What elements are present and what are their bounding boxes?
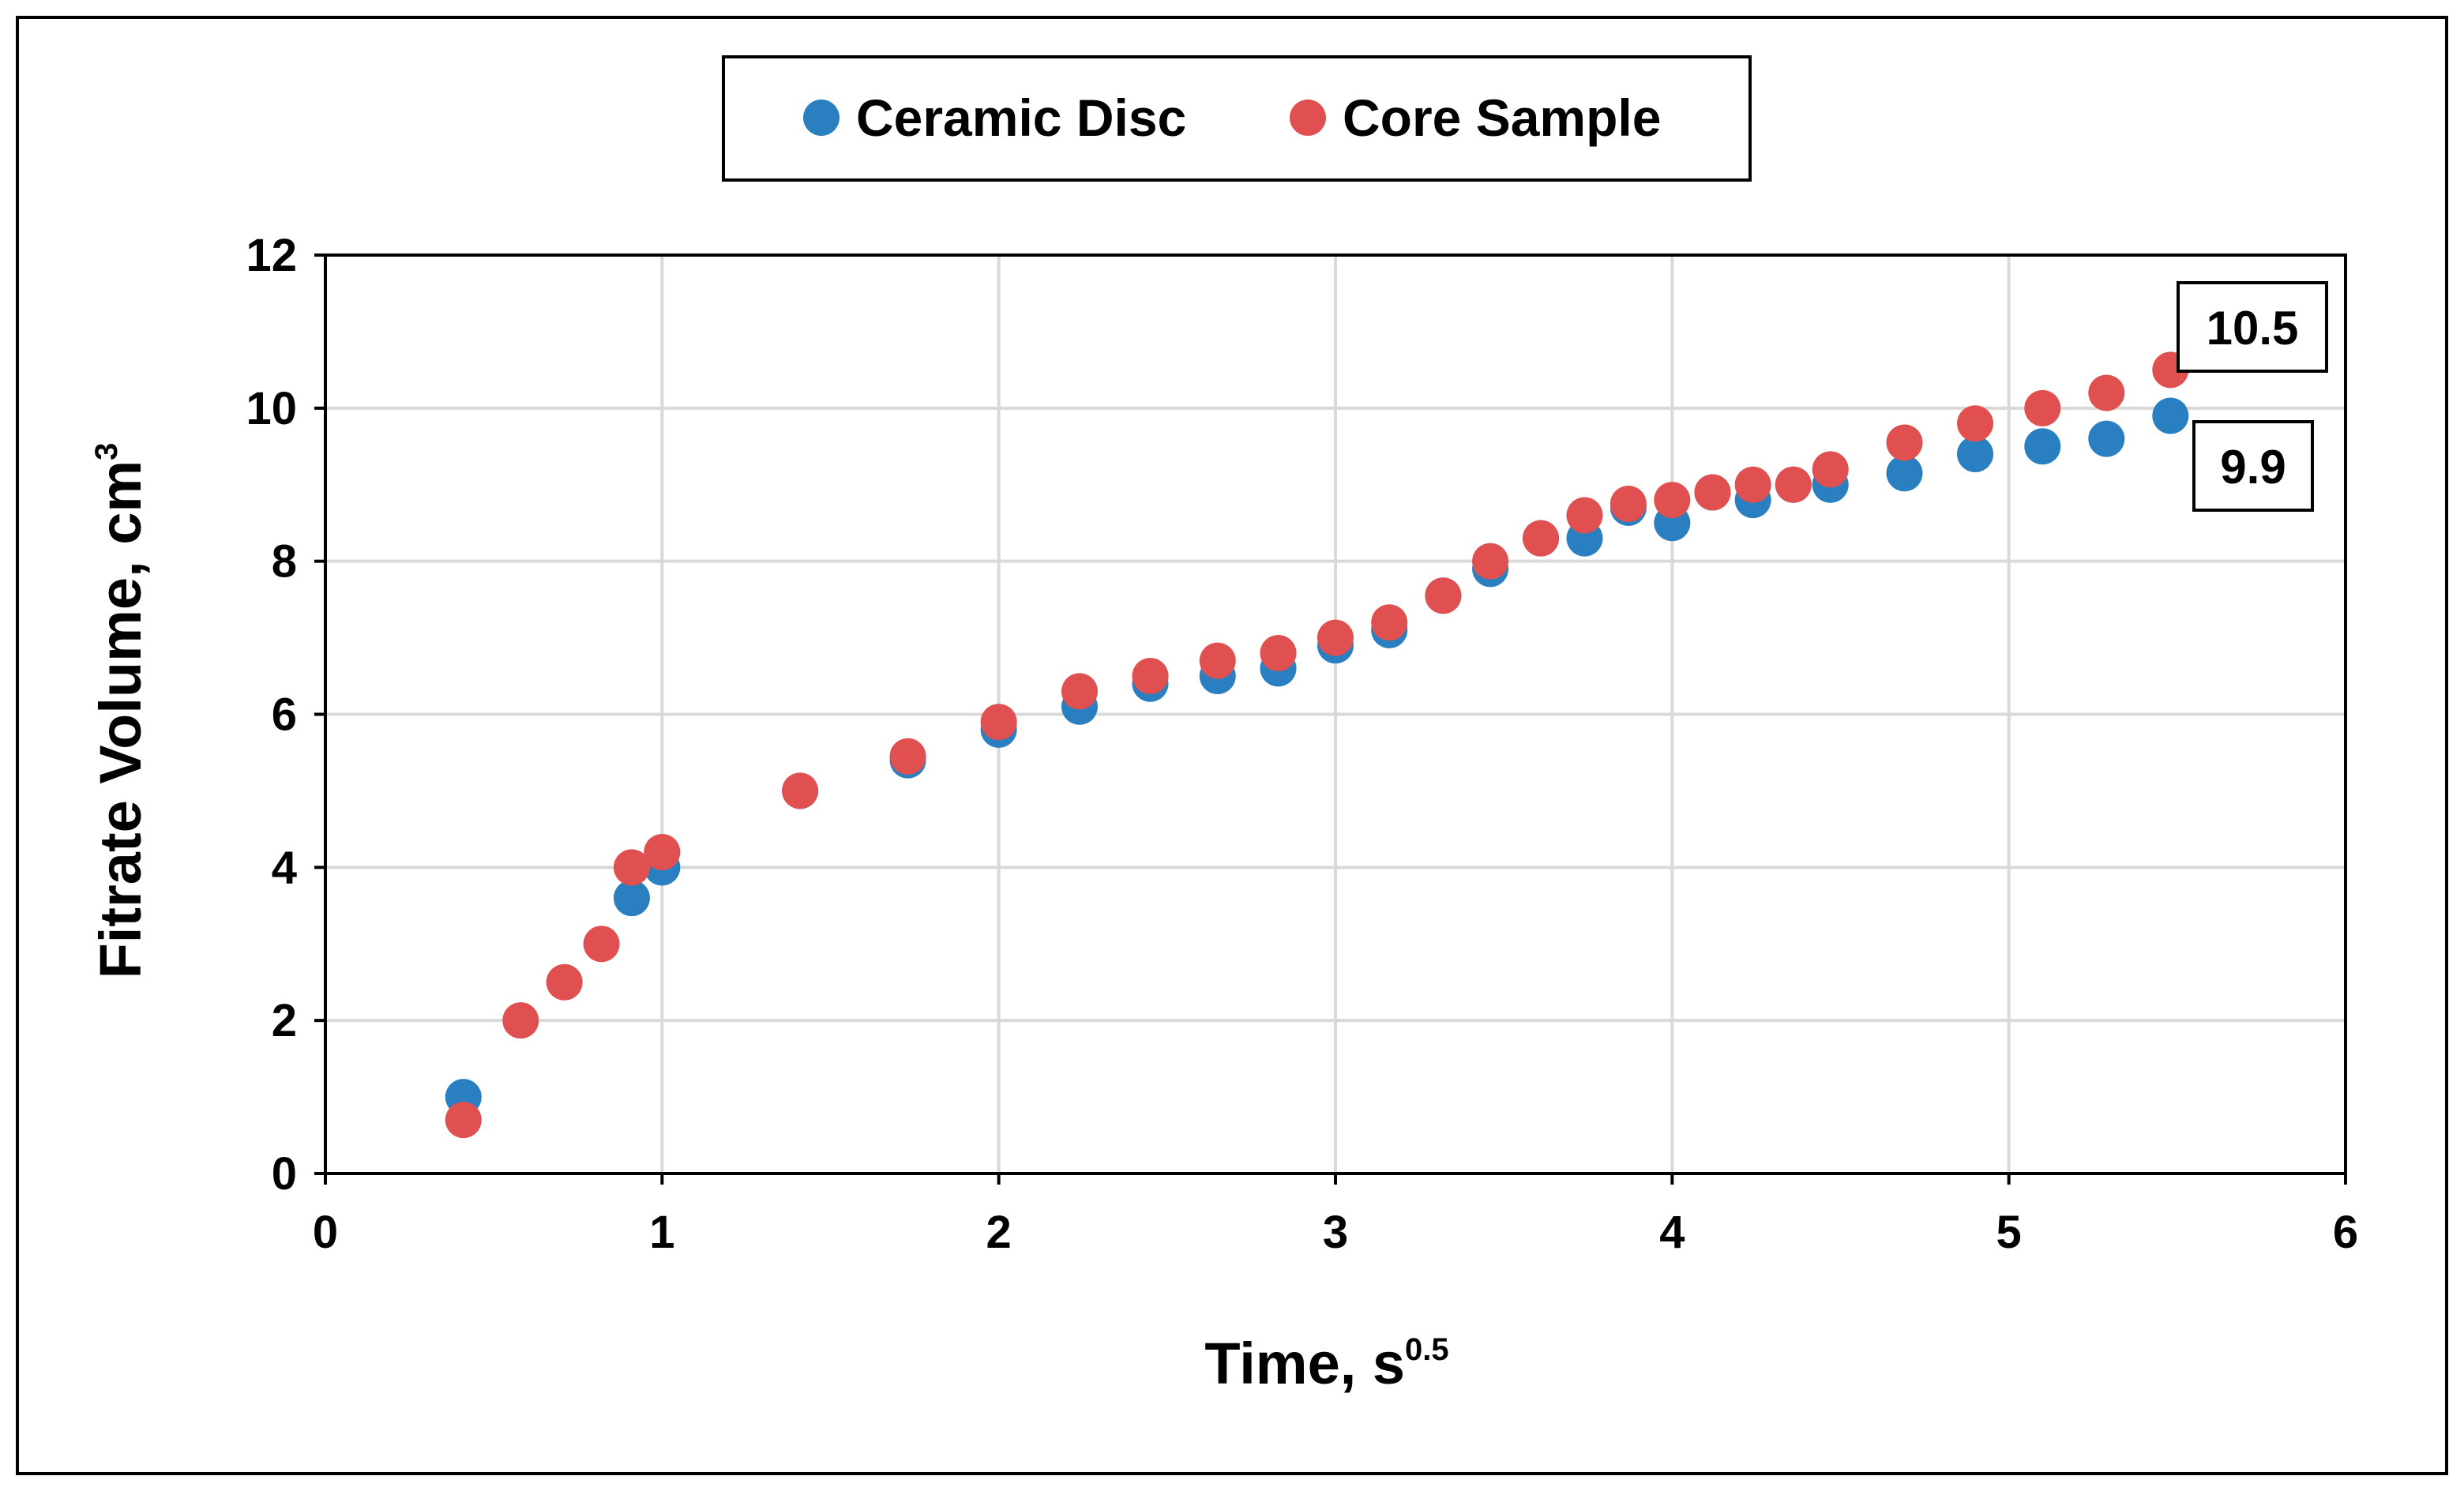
y-tick-label: 6: [272, 689, 297, 741]
y-tick-label: 12: [246, 230, 297, 281]
data-point: [1694, 474, 1731, 511]
y-tick-label: 0: [272, 1148, 297, 1200]
data-point: [2024, 428, 2061, 465]
data-point: [2024, 389, 2061, 426]
data-point: [1775, 466, 1812, 503]
data-point: [1132, 658, 1169, 695]
data-point: [644, 833, 681, 870]
data-point: [1609, 485, 1647, 522]
data-point: [613, 880, 650, 917]
data-point: [1886, 424, 1923, 461]
data-point: [1566, 497, 1603, 534]
x-axis-ticks: 0 1 2 3 4 5 6: [313, 1174, 2358, 1258]
callout-core-sample-last: 10.5: [2177, 281, 2328, 373]
data-point: [1317, 619, 1354, 656]
data-point: [1886, 455, 1923, 492]
callout-label-ceramic: 9.9: [2220, 441, 2286, 494]
data-point: [1425, 577, 1462, 614]
callout-box-ceramic: [2192, 420, 2314, 512]
legend-marker-ceramic-disc: [803, 100, 839, 136]
legend-label-ceramic-disc: Ceramic Disc: [856, 88, 1186, 147]
y-tick-label: 8: [272, 536, 297, 588]
y-axis-title: Fitrate Volume, cm3: [88, 443, 153, 979]
x-axis-title-main: Time, s: [1204, 1331, 1405, 1396]
data-point: [782, 772, 819, 809]
data-point: [1812, 451, 1849, 488]
data-point: [889, 738, 926, 775]
y-tick-label: 2: [272, 995, 297, 1046]
x-tick-label: 4: [1659, 1207, 1685, 1258]
x-tick-label: 0: [313, 1207, 338, 1258]
y-tick-label: 10: [246, 383, 297, 434]
callout-label-core: 10.5: [2207, 302, 2299, 355]
data-point: [1523, 520, 1560, 557]
data-point: [502, 1002, 539, 1039]
data-point: [2088, 420, 2125, 457]
data-point: [2152, 397, 2189, 434]
data-point: [2088, 374, 2125, 411]
data-point: [1734, 466, 1771, 503]
data-point: [1199, 642, 1236, 679]
data-point: [1061, 673, 1098, 710]
legend-marker-core-sample: [1290, 100, 1326, 136]
x-tick-label: 1: [649, 1207, 674, 1258]
legend-label-core-sample: Core Sample: [1343, 88, 1661, 147]
y-axis-ticks: 0 2 4 6 8 10 12: [246, 230, 325, 1200]
data-point: [1260, 634, 1297, 671]
data-point: [1654, 482, 1691, 519]
data-point: [1957, 435, 1994, 472]
x-tick-label: 2: [986, 1207, 1012, 1258]
chart-frame: [16, 16, 2448, 1475]
legend: Ceramic Disc Core Sample: [722, 55, 1752, 182]
data-series: [445, 351, 2189, 1139]
callout-box-core: [2177, 281, 2328, 373]
x-axis-title-sup: 0.5: [1405, 1332, 1449, 1367]
callout-ceramic-disc-last: 9.9: [2192, 420, 2314, 512]
data-point: [613, 849, 650, 886]
data-point: [583, 926, 620, 963]
data-point: [980, 704, 1017, 741]
legend-box: [722, 55, 1752, 182]
x-tick-label: 3: [1323, 1207, 1348, 1258]
data-point: [445, 1102, 482, 1139]
y-axis-title-main: Fitrate Volume, cm: [88, 460, 153, 979]
series-core-sample: [445, 351, 2189, 1139]
data-point: [1371, 604, 1408, 641]
x-axis-title: Time, s0.5: [1204, 1331, 1448, 1396]
x-tick-label: 6: [2333, 1207, 2358, 1258]
data-point: [1472, 543, 1509, 580]
data-point: [546, 963, 583, 1001]
y-axis-title-sup: 3: [89, 443, 124, 460]
x-tick-label: 5: [1996, 1207, 2022, 1258]
data-point: [1957, 405, 1994, 442]
y-tick-label: 4: [272, 842, 297, 893]
